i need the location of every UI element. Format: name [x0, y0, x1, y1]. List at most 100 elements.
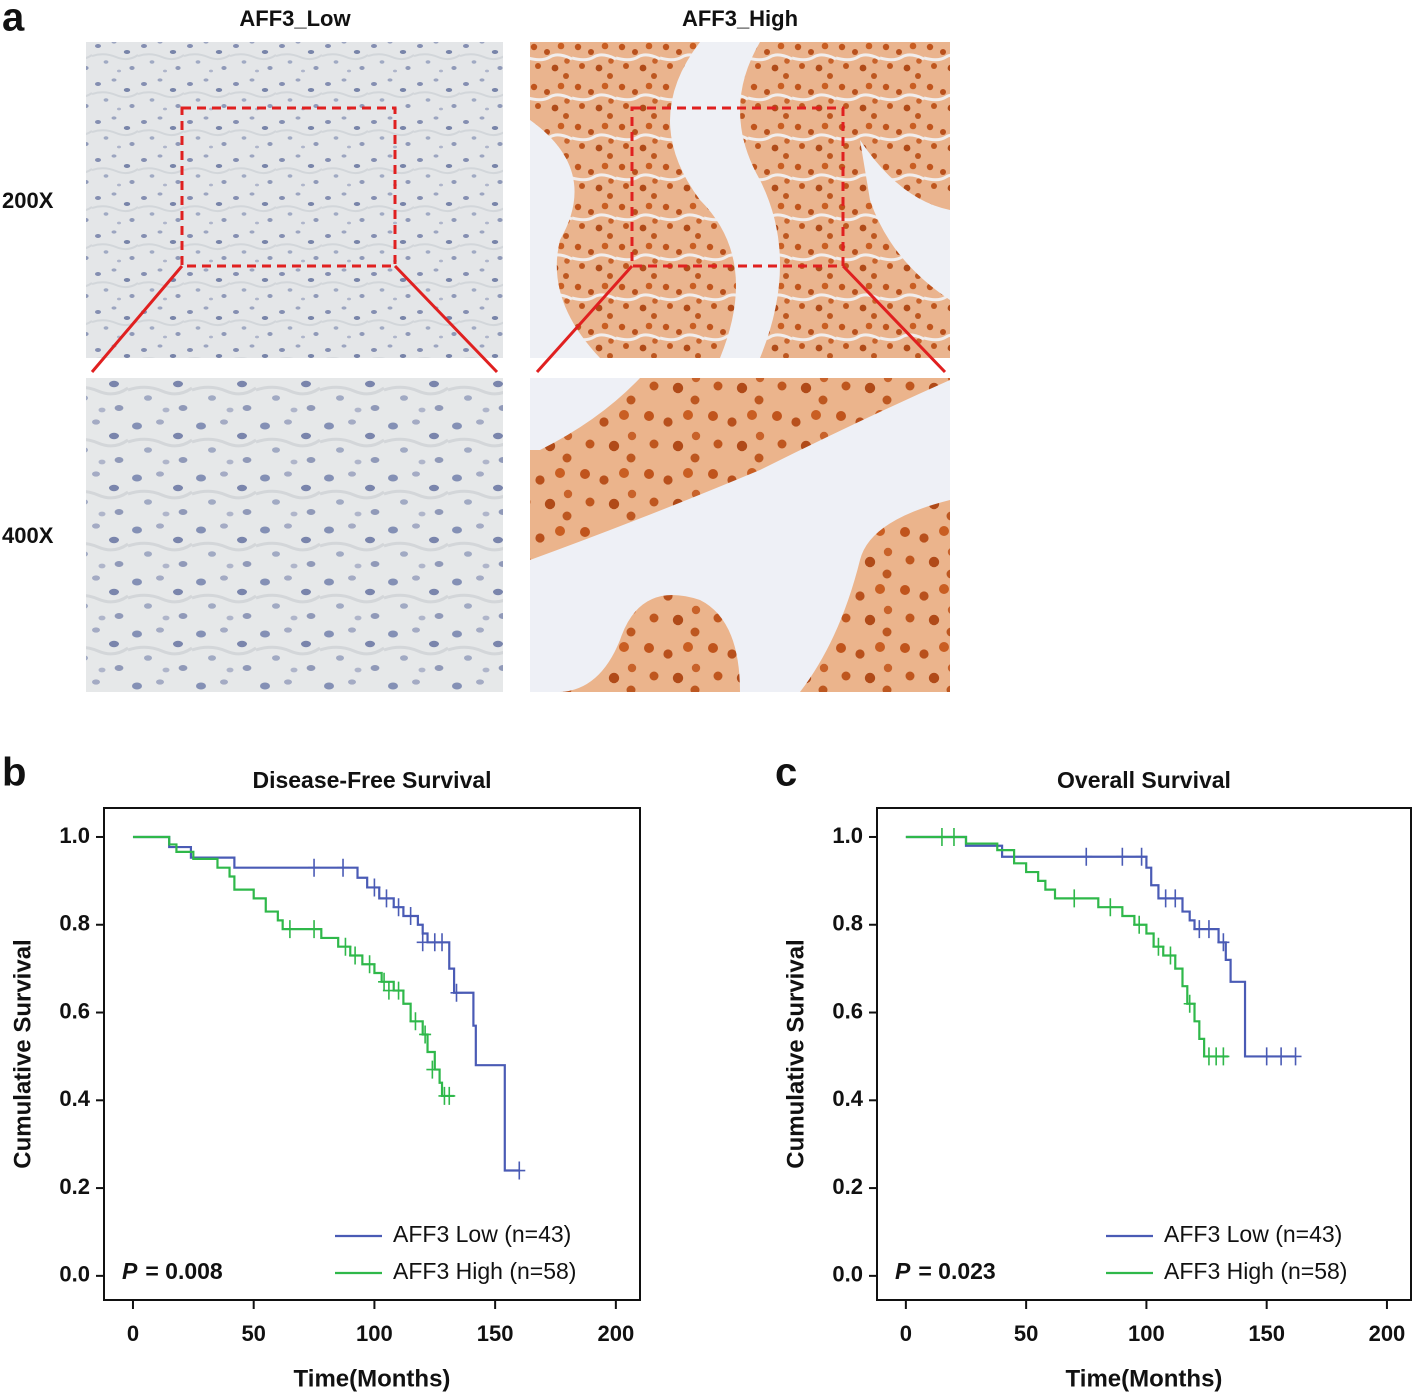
y-tick-label: 0.8: [59, 911, 90, 936]
zoom-box: [630, 106, 845, 268]
censor-mark: [416, 933, 429, 952]
x-axis-label: Time(Months): [1066, 1365, 1223, 1392]
censor-mark: [1183, 994, 1196, 1013]
zoom-line: [90, 265, 184, 373]
panel-label: c: [775, 751, 797, 795]
y-tick-label: 0.4: [59, 1086, 90, 1111]
micrograph: [86, 378, 503, 692]
y-tick-label: 0.6: [832, 998, 863, 1023]
p-value: = 0.023: [918, 1258, 995, 1284]
x-tick-label: 200: [1369, 1321, 1406, 1346]
x-tick-label: 100: [356, 1321, 393, 1346]
p-value-annotation: P = 0.023: [895, 1258, 996, 1284]
censor-mark: [380, 889, 393, 908]
censor-mark: [419, 1025, 432, 1044]
censor-mark: [1135, 847, 1148, 866]
plot-frame: [876, 807, 1412, 1301]
panel-label: b: [2, 751, 26, 795]
legend-label: AFF3 High (n=58): [393, 1258, 576, 1284]
x-tick-label: 150: [1248, 1321, 1285, 1346]
censor-mark: [1275, 1047, 1288, 1066]
censor-mark: [363, 955, 376, 974]
y-tick-label: 0.8: [832, 911, 863, 936]
survival-curve: [132, 835, 455, 1098]
p-value-annotation: P = 0.008: [122, 1258, 223, 1284]
censor-mark: [436, 933, 449, 952]
censor-mark: [450, 983, 463, 1002]
censor-mark: [1080, 847, 1093, 866]
censor-mark: [1104, 898, 1117, 917]
x-tick-label: 50: [241, 1321, 265, 1346]
y-tick-label: 1.0: [832, 823, 863, 848]
y-tick-label: 0.0: [832, 1262, 863, 1287]
censor-mark: [1217, 1047, 1230, 1066]
x-tick-label: 100: [1128, 1321, 1165, 1346]
censor-mark: [935, 827, 948, 846]
row-label: 200X: [2, 188, 54, 213]
censor-mark: [1202, 920, 1215, 939]
x-tick-label: 50: [1014, 1321, 1038, 1346]
panel-label: a: [2, 0, 25, 40]
zoom-line: [841, 264, 947, 374]
y-tick-label: 0.4: [832, 1086, 863, 1111]
censor-mark: [426, 1060, 439, 1079]
censor-mark: [378, 972, 391, 991]
survival-curve: [905, 835, 1229, 1058]
zoom-line: [535, 264, 634, 374]
chart-title: Disease-Free Survival: [252, 767, 491, 793]
censor-mark: [1289, 1047, 1302, 1066]
y-tick-label: 1.0: [59, 823, 90, 848]
y-tick-label: 0.0: [59, 1262, 90, 1287]
x-tick-label: 150: [477, 1321, 514, 1346]
survival-curve: [132, 835, 520, 1172]
censor-mark: [1068, 889, 1081, 908]
censor-mark: [1260, 1047, 1273, 1066]
legend-label: AFF3 High (n=58): [1164, 1258, 1347, 1284]
chart-title: Overall Survival: [1057, 767, 1231, 793]
row-label: 400X: [2, 523, 54, 548]
censor-mark: [339, 937, 352, 956]
y-tick-label: 0.2: [832, 1174, 863, 1199]
censor-mark: [1116, 847, 1129, 866]
y-axis-label: Cumulative Survival: [782, 939, 809, 1168]
censor-mark: [404, 906, 417, 925]
censor-mark: [1217, 933, 1230, 952]
censor-mark: [368, 878, 381, 897]
censor-mark: [409, 1012, 422, 1031]
x-tick-label: 200: [597, 1321, 634, 1346]
plot-frame: [103, 807, 641, 1301]
p-label: P: [895, 1258, 911, 1284]
x-tick-label: 0: [127, 1321, 139, 1346]
x-axis-label: Time(Months): [294, 1365, 451, 1392]
censor-mark: [337, 858, 350, 877]
micrograph: [86, 42, 503, 358]
survival-curve: [905, 835, 1296, 1058]
censor-mark: [1152, 937, 1165, 956]
stroma: [530, 378, 950, 692]
censor-mark: [308, 920, 321, 939]
legend-label: AFF3 Low (n=43): [393, 1221, 571, 1247]
y-tick-label: 0.2: [59, 1174, 90, 1199]
column-label: AFF3_Low: [239, 6, 351, 31]
censor-mark: [283, 920, 296, 939]
x-tick-label: 0: [900, 1321, 912, 1346]
censor-mark: [1133, 915, 1146, 934]
censor-mark: [349, 946, 362, 965]
censor-mark: [513, 1161, 526, 1180]
stroma: [530, 42, 950, 358]
column-label: AFF3_High: [682, 6, 798, 31]
y-axis-label: Cumulative Survival: [9, 939, 36, 1168]
censor-mark: [308, 858, 321, 877]
zoom-box: [180, 106, 397, 268]
zoom-line: [393, 264, 499, 374]
censor-mark: [392, 981, 405, 1000]
p-label: P: [122, 1258, 138, 1284]
p-value: = 0.008: [145, 1258, 223, 1284]
censor-mark: [443, 1086, 456, 1105]
censor-mark: [392, 898, 405, 917]
censor-mark: [1169, 889, 1182, 908]
legend-label: AFF3 Low (n=43): [1164, 1221, 1342, 1247]
censor-mark: [1164, 946, 1177, 965]
